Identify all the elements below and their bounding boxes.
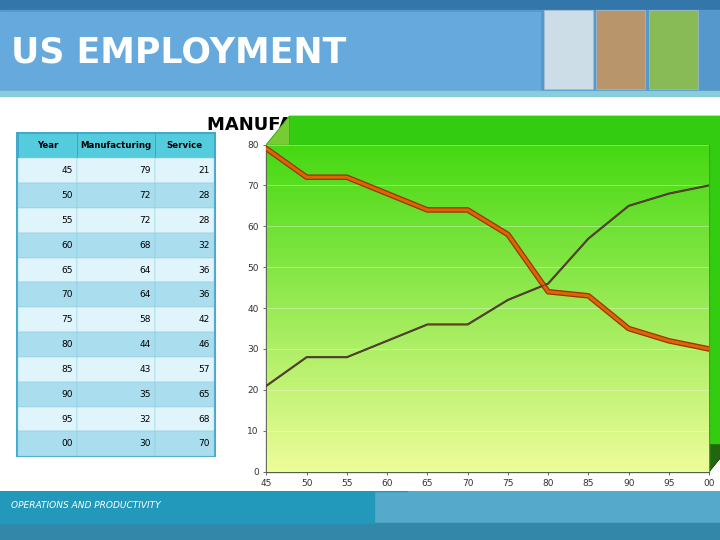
Polygon shape	[289, 116, 720, 443]
Bar	[18, 357, 77, 382]
Text: 80: 80	[61, 340, 73, 349]
Bar	[18, 307, 77, 332]
Text: Year: Year	[37, 141, 58, 150]
Text: 70: 70	[61, 291, 73, 299]
Text: OPERATIONS AND PRODUCTIVITY: OPERATIONS AND PRODUCTIVITY	[11, 502, 161, 510]
Text: 57: 57	[198, 365, 210, 374]
Bar	[18, 258, 77, 282]
Bar	[18, 233, 77, 258]
Polygon shape	[0, 491, 407, 523]
Text: 32: 32	[198, 241, 210, 249]
Bar	[77, 282, 155, 307]
Bar	[266, 145, 709, 472]
Text: 72: 72	[139, 216, 150, 225]
Text: 43: 43	[139, 365, 150, 374]
Bar	[18, 407, 77, 431]
Text: 58: 58	[139, 315, 150, 324]
Text: 79: 79	[139, 166, 150, 175]
Text: Service: Service	[166, 141, 202, 150]
Text: 50: 50	[61, 191, 73, 200]
Bar	[77, 183, 155, 208]
Text: 42: 42	[198, 315, 210, 324]
Text: 60: 60	[61, 241, 73, 249]
Text: 32: 32	[139, 415, 150, 423]
Bar	[649, 10, 698, 90]
Text: 45: 45	[61, 166, 73, 175]
Bar	[77, 258, 155, 282]
Bar	[77, 158, 155, 183]
Bar	[18, 332, 77, 357]
Bar	[596, 10, 645, 90]
Bar	[77, 357, 155, 382]
Bar	[155, 282, 214, 307]
Text: MANUFACTURING VS. SERVICE: MANUFACTURING VS. SERVICE	[207, 116, 513, 134]
Bar	[77, 233, 155, 258]
Text: Manufacturing: Manufacturing	[81, 141, 151, 150]
Text: 46: 46	[198, 340, 210, 349]
Bar	[0, 91, 720, 97]
Bar	[155, 332, 214, 357]
Text: 36: 36	[198, 266, 210, 274]
Bar	[77, 307, 155, 332]
Text: 90: 90	[61, 390, 73, 399]
Bar	[0, 0, 720, 10]
Bar	[77, 407, 155, 431]
Text: 68: 68	[139, 241, 150, 249]
Polygon shape	[266, 443, 720, 472]
Bar	[155, 307, 214, 332]
Text: 65: 65	[198, 390, 210, 399]
Text: 95: 95	[61, 415, 73, 423]
Text: 55: 55	[61, 216, 73, 225]
Bar	[0, 12, 540, 95]
Bar	[18, 282, 77, 307]
Bar	[155, 158, 214, 183]
Text: 35: 35	[139, 390, 150, 399]
Text: US EMPLOYMENT: US EMPLOYMENT	[11, 36, 346, 70]
Text: 85: 85	[61, 365, 73, 374]
Bar	[155, 233, 214, 258]
Text: 68: 68	[198, 415, 210, 423]
Text: 30: 30	[139, 440, 150, 448]
Bar	[155, 183, 214, 208]
Text: 72: 72	[139, 191, 150, 200]
Text: 65: 65	[61, 266, 73, 274]
Text: 70: 70	[198, 440, 210, 448]
Bar	[77, 431, 155, 456]
Bar	[77, 382, 155, 407]
Polygon shape	[709, 116, 720, 472]
Bar	[155, 382, 214, 407]
Bar	[16, 132, 216, 457]
Bar	[18, 382, 77, 407]
Text: 28: 28	[198, 191, 210, 200]
Bar	[155, 431, 214, 456]
Text: 75: 75	[61, 315, 73, 324]
Bar	[18, 158, 77, 183]
Bar	[155, 357, 214, 382]
Bar	[0, 523, 720, 540]
Text: 00: 00	[61, 440, 73, 448]
Bar	[18, 183, 77, 208]
Text: 36: 36	[198, 291, 210, 299]
Text: 28: 28	[198, 216, 210, 225]
Text: 21: 21	[198, 166, 210, 175]
Bar	[77, 208, 155, 233]
Bar	[155, 133, 214, 158]
Text: 64: 64	[139, 291, 150, 299]
Text: 44: 44	[139, 340, 150, 349]
Bar	[18, 208, 77, 233]
Text: 64: 64	[139, 266, 150, 274]
Bar	[155, 208, 214, 233]
Bar	[77, 133, 155, 158]
Polygon shape	[266, 116, 289, 472]
Polygon shape	[266, 116, 720, 145]
Bar	[544, 10, 593, 90]
Bar	[18, 431, 77, 456]
Bar	[18, 133, 77, 158]
Bar	[77, 332, 155, 357]
Bar	[155, 258, 214, 282]
Bar	[155, 407, 214, 431]
